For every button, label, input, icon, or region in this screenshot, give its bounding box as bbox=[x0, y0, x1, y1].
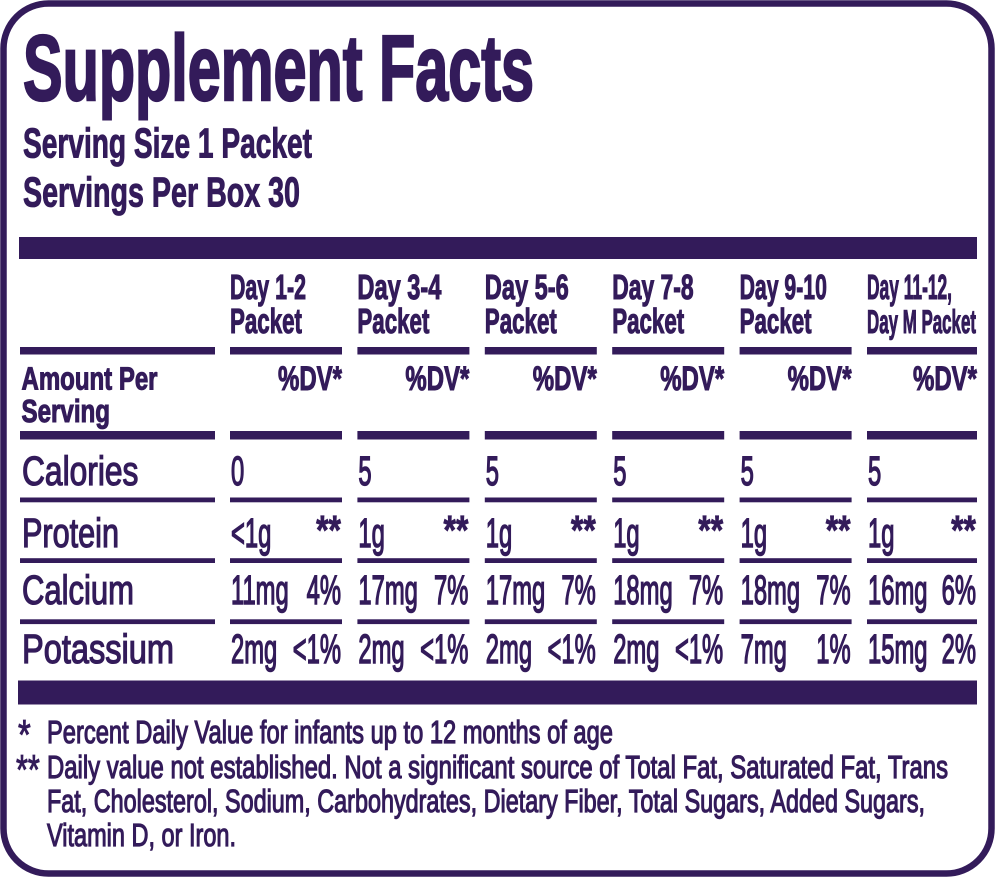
svg-text:%DV*: %DV* bbox=[278, 360, 343, 398]
svg-text:Potassium: Potassium bbox=[22, 626, 174, 672]
svg-text:**: ** bbox=[444, 507, 469, 553]
svg-text:7%: 7% bbox=[816, 567, 850, 613]
svg-text:7%: 7% bbox=[561, 567, 595, 613]
svg-text:5: 5 bbox=[868, 448, 881, 494]
svg-text:Day 3-4: Day 3-4 bbox=[357, 268, 441, 307]
svg-text:7%: 7% bbox=[434, 567, 468, 613]
svg-text:18mg: 18mg bbox=[613, 567, 672, 613]
svg-text:Serving: Serving bbox=[22, 393, 111, 429]
svg-text:0: 0 bbox=[231, 448, 244, 494]
svg-text:Packet: Packet bbox=[740, 302, 812, 341]
svg-text:Protein: Protein bbox=[22, 510, 119, 556]
svg-text:Packet: Packet bbox=[612, 302, 684, 341]
svg-text:7mg: 7mg bbox=[741, 626, 787, 672]
svg-text:6%: 6% bbox=[942, 567, 976, 613]
svg-text:1g: 1g bbox=[613, 510, 639, 556]
svg-text:17mg: 17mg bbox=[486, 567, 545, 613]
svg-text:<1%: <1% bbox=[293, 626, 341, 672]
svg-text:17mg: 17mg bbox=[358, 567, 417, 613]
svg-text:Packet: Packet bbox=[230, 302, 302, 341]
svg-text:Day 9-10: Day 9-10 bbox=[740, 268, 827, 307]
svg-text:<1g: <1g bbox=[231, 510, 271, 556]
svg-text:Day 5-6: Day 5-6 bbox=[485, 268, 569, 307]
svg-text:5: 5 bbox=[741, 448, 754, 494]
svg-text:4%: 4% bbox=[307, 567, 341, 613]
svg-text:Fat, Cholesterol, Sodium, Carb: Fat, Cholesterol, Sodium, Carbohydrates,… bbox=[47, 783, 925, 819]
svg-text:%DV*: %DV* bbox=[660, 360, 725, 398]
svg-text:<1%: <1% bbox=[675, 626, 723, 672]
svg-text:2mg: 2mg bbox=[231, 626, 277, 672]
svg-text:<1%: <1% bbox=[548, 626, 596, 672]
svg-text:%DV*: %DV* bbox=[913, 360, 978, 398]
svg-text:1g: 1g bbox=[741, 510, 767, 556]
svg-text:Packet: Packet bbox=[357, 302, 429, 341]
svg-text:18mg: 18mg bbox=[741, 567, 800, 613]
svg-text:Daily value not established. N: Daily value not established. Not a signi… bbox=[47, 749, 948, 785]
svg-text:Vitamin D, or Iron.: Vitamin D, or Iron. bbox=[47, 817, 236, 853]
svg-text:%DV*: %DV* bbox=[405, 360, 470, 398]
svg-text:Serving Size 1 Packet: Serving Size 1 Packet bbox=[23, 120, 312, 167]
svg-text:11mg: 11mg bbox=[231, 567, 289, 613]
svg-text:Packet: Packet bbox=[485, 302, 557, 341]
svg-text:*: * bbox=[18, 711, 31, 758]
svg-text:**: ** bbox=[826, 507, 851, 553]
svg-text:16mg: 16mg bbox=[868, 567, 927, 613]
svg-text:**: ** bbox=[316, 507, 341, 553]
svg-text:Day M Packet: Day M Packet bbox=[867, 303, 976, 340]
svg-text:2mg: 2mg bbox=[358, 626, 404, 672]
svg-text:<1%: <1% bbox=[420, 626, 468, 672]
svg-text:1g: 1g bbox=[486, 510, 512, 556]
svg-text:Calcium: Calcium bbox=[22, 567, 134, 613]
svg-text:1g: 1g bbox=[358, 510, 384, 556]
svg-text:5: 5 bbox=[613, 448, 626, 494]
svg-text:**: ** bbox=[951, 507, 976, 553]
svg-text:Supplement Facts: Supplement Facts bbox=[23, 16, 534, 120]
svg-text:Day 1-2: Day 1-2 bbox=[230, 268, 306, 307]
svg-text:7%: 7% bbox=[689, 567, 723, 613]
svg-text:%DV*: %DV* bbox=[788, 360, 853, 398]
svg-text:1%: 1% bbox=[816, 626, 850, 672]
svg-text:5: 5 bbox=[358, 448, 371, 494]
svg-text:2%: 2% bbox=[942, 626, 976, 672]
svg-text:%DV*: %DV* bbox=[533, 360, 598, 398]
svg-text:Servings Per Box 30: Servings Per Box 30 bbox=[23, 169, 300, 216]
svg-text:Percent Daily Value for infant: Percent Daily Value for infants up to 12… bbox=[47, 714, 613, 750]
svg-text:Day 7-8: Day 7-8 bbox=[612, 268, 693, 307]
svg-text:5: 5 bbox=[486, 448, 499, 494]
svg-text:**: ** bbox=[698, 507, 723, 553]
svg-text:1g: 1g bbox=[868, 510, 894, 556]
svg-text:15mg: 15mg bbox=[868, 626, 927, 672]
svg-text:Day 11-12,: Day 11-12, bbox=[867, 268, 952, 307]
svg-text:**: ** bbox=[571, 507, 596, 553]
svg-text:Amount Per: Amount Per bbox=[22, 361, 158, 397]
svg-text:2mg: 2mg bbox=[613, 626, 659, 672]
svg-text:**: ** bbox=[16, 746, 40, 793]
svg-text:2mg: 2mg bbox=[486, 626, 532, 672]
svg-text:Calories: Calories bbox=[22, 448, 138, 494]
